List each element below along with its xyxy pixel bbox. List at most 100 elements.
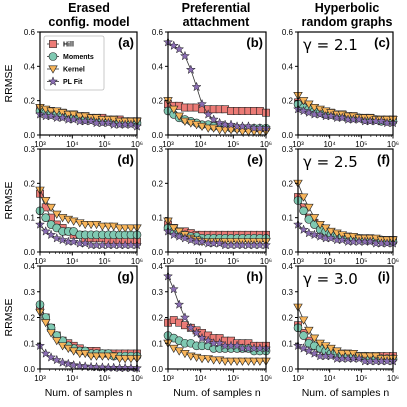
data-point xyxy=(46,352,57,362)
data-point xyxy=(46,329,56,338)
y-tick-label: 0.4 xyxy=(152,262,164,271)
data-point xyxy=(191,327,202,338)
legend-entry-kernel: Kernel xyxy=(47,65,85,74)
y-tick-label: 0.1 xyxy=(24,339,36,348)
data-point xyxy=(51,232,62,243)
data-point xyxy=(40,348,51,358)
data-point xyxy=(303,227,314,238)
y-tick-label: 0.2 xyxy=(24,179,36,188)
data-point xyxy=(41,213,50,222)
data-point xyxy=(231,340,243,351)
x-tick-label: 10³ xyxy=(162,140,174,149)
axes-frame xyxy=(167,148,267,253)
data-point xyxy=(46,110,57,121)
data-point xyxy=(208,114,219,124)
y-tick-label: 0.4 xyxy=(24,262,36,271)
x-tick-label: 10⁴ xyxy=(66,140,79,149)
panel-c: 0.0 0.2 0.4 0.6 10³ 10⁴ 10⁵ 10⁶ (c) γ = 2.1 xyxy=(282,28,399,149)
data-point xyxy=(97,222,108,231)
panel-f: 0.0 0.1 0.2 0.3 10³ 10⁴ 10⁵ 10⁶ (f) γ = 2.5 xyxy=(282,145,399,266)
data-point xyxy=(315,109,326,119)
column-title-1-line-2: config. model xyxy=(48,15,129,29)
x-tick-label: 10³ xyxy=(292,140,304,149)
y-tick-label: 0.2 xyxy=(282,314,294,323)
data-point xyxy=(337,112,348,123)
axes-frame xyxy=(167,31,267,136)
series-kernel xyxy=(35,308,142,364)
legend: Hill Moments Kernel PL Fit xyxy=(43,35,105,91)
data-point xyxy=(203,109,214,119)
y-axis-label: RRMSE xyxy=(3,182,15,220)
axes-frame xyxy=(297,148,394,253)
x-tick-label: 10⁶ xyxy=(387,257,399,266)
legend-label: Hill xyxy=(63,42,74,49)
data-point xyxy=(57,234,68,245)
data-point xyxy=(68,236,79,247)
panel-label: (c) xyxy=(374,35,390,50)
data-point xyxy=(237,357,248,366)
data-point xyxy=(337,234,348,245)
data-point xyxy=(169,105,179,114)
panel-label: (b) xyxy=(246,35,263,50)
x-tick-label: 10⁶ xyxy=(260,374,272,383)
column-title-2-line-2: attachment xyxy=(183,15,251,29)
y-tick-label: 0.0 xyxy=(152,365,164,374)
panel-i: 0.0 0.1 0.2 0.3 0.4 10³ 10⁴ 10⁵ 10⁶ (i) γ = 3.0 Num… xyxy=(282,262,399,399)
x-tick-label: 10⁴ xyxy=(66,257,79,266)
y-tick-label: 0.0 xyxy=(24,248,36,257)
data-point xyxy=(226,357,236,366)
data-point xyxy=(174,112,184,121)
data-point xyxy=(298,224,309,234)
data-point xyxy=(68,114,79,124)
data-point xyxy=(197,355,207,364)
panel-b: 0.0 0.2 0.4 0.6 10³ 10⁴ 10⁵ 10⁶ (b) xyxy=(152,28,272,149)
axes-frame xyxy=(297,31,394,136)
x-tick-label: 10⁵ xyxy=(355,374,367,383)
legend-marker xyxy=(48,65,58,74)
x-axis-label: Num. of samples n xyxy=(173,387,261,399)
y-tick-label: 0.6 xyxy=(152,28,164,37)
data-point xyxy=(168,40,179,51)
data-point xyxy=(196,332,208,343)
x-tick-label: 10³ xyxy=(292,257,304,266)
y-tick-label: 0.6 xyxy=(282,28,294,37)
column-title-3-line-2: random graphs xyxy=(302,15,393,29)
y-tick-label: 0.2 xyxy=(24,314,36,323)
data-point xyxy=(57,112,68,123)
data-point xyxy=(63,358,74,369)
panel-label: (d) xyxy=(117,152,134,167)
x-tick-label: 10⁵ xyxy=(99,374,111,383)
gamma-label: γ = 2.1 xyxy=(303,36,358,54)
data-point xyxy=(243,121,254,131)
data-point xyxy=(304,326,314,335)
y-tick-label: 0.3 xyxy=(282,288,294,297)
y-tick-label: 0.3 xyxy=(24,145,36,154)
data-point xyxy=(299,206,308,216)
y-tick-label: 0.1 xyxy=(152,339,164,348)
series-pl-fit xyxy=(34,109,143,131)
data-point xyxy=(203,335,214,345)
panel-label: (e) xyxy=(247,152,263,167)
y-tick-label: 0.4 xyxy=(24,62,36,71)
y-tick-label: 0.4 xyxy=(282,62,294,71)
data-point xyxy=(214,117,225,128)
data-point xyxy=(120,355,130,364)
legend-label: Kernel xyxy=(63,67,85,74)
column-title-2-line-1: Preferential xyxy=(182,1,251,15)
data-point xyxy=(125,119,137,130)
x-tick-label: 10⁴ xyxy=(66,374,79,383)
legend-marker xyxy=(49,40,57,48)
data-point xyxy=(354,114,365,124)
x-tick-label: 10⁴ xyxy=(323,140,336,149)
x-tick-label: 10⁵ xyxy=(355,257,367,266)
y-tick-label: 0.0 xyxy=(282,131,294,140)
x-tick-label: 10⁵ xyxy=(227,257,239,266)
y-tick-label: 0.0 xyxy=(24,365,36,374)
panel-d: 0.0 0.1 0.2 0.3 10³ 10⁴ 10⁵ 10⁶ (d) RRMSE xyxy=(3,145,143,266)
data-point xyxy=(174,231,185,241)
x-tick-label: 10³ xyxy=(292,374,304,383)
data-point xyxy=(80,361,91,371)
data-point xyxy=(52,337,62,346)
y-tick-label: 0.3 xyxy=(152,145,164,154)
